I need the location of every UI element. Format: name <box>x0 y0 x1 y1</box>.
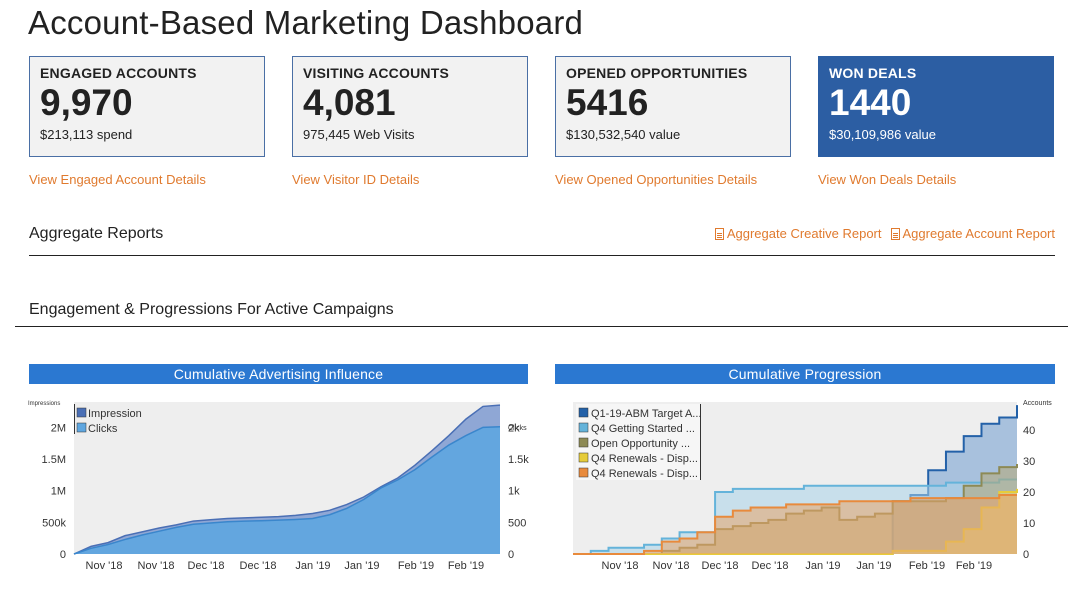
y-right-tick-label: 1.5k <box>508 454 529 466</box>
page-title: Account-Based Marketing Dashboard <box>28 4 584 41</box>
opened-opportunities-label: OPENED OPPORTUNITIES <box>566 65 748 81</box>
legend-swatch <box>76 407 87 418</box>
x-tick-label: Feb '19 <box>398 560 434 572</box>
y-right-tick-label: 20 <box>1023 487 1035 499</box>
progression-chart: Accounts 0 10 20 30 40 Nov '18 Nov '18 Dec '18 De… <box>573 400 1052 572</box>
legend-border <box>74 404 75 434</box>
aggregate-reports-heading: Aggregate Reports <box>29 225 164 242</box>
legend-label: Q4 Renewals - Disp... <box>591 453 698 465</box>
view-opened-opportunities-details-link[interactable]: View Opened Opportunities Details <box>555 172 758 187</box>
legend-label: Open Opportunity ... <box>591 438 690 450</box>
x-tick-label: Feb '19 <box>956 560 992 572</box>
advertising-influence-chart-title: Cumulative Advertising Influence <box>29 364 528 384</box>
y-left-tick-label: 1M <box>51 486 66 498</box>
legend-border <box>700 404 701 480</box>
y-right-tick-label: 500 <box>508 517 526 529</box>
advertising-influence-chart: Impressions Clicks 0 500k 1M 1.5M 2M 0 500 1k 1.5k… <box>28 401 529 572</box>
engaged-accounts-card: ENGAGED ACCOUNTS 9,970 $213,113 spend <box>29 56 265 157</box>
engaged-accounts-sub: $213,113 spend <box>40 127 133 142</box>
impression-line <box>73 404 501 555</box>
x-tick-label: Dec '18 <box>752 560 789 572</box>
document-icon <box>890 227 900 240</box>
x-tick-label: Jan '19 <box>344 560 379 572</box>
x-tick-label: Feb '19 <box>909 560 945 572</box>
legend-label: Q1-19-ABM Target A... <box>591 408 701 420</box>
x-tick-label: Dec '18 <box>240 560 277 572</box>
view-engaged-account-details-link[interactable]: View Engaged Account Details <box>29 172 206 187</box>
legend-swatch <box>578 437 589 448</box>
y-left-tick-label: 2M <box>51 422 66 434</box>
series-line <box>573 478 1017 555</box>
legend-swatch <box>578 467 589 478</box>
legend-label: Clicks <box>88 423 118 435</box>
progression-chart-title: Cumulative Progression <box>555 364 1055 384</box>
series-line <box>573 494 1017 555</box>
legend-label: Q4 Getting Started ... <box>591 423 695 435</box>
y-axis-right-title: Accounts <box>1023 400 1052 407</box>
y-left-tick-label: 1.5M <box>42 454 66 466</box>
clicks-line <box>73 425 501 555</box>
legend-swatch <box>578 452 589 463</box>
y-axis-right-title: Clicks <box>508 425 527 432</box>
legend-label: Impression <box>88 408 142 420</box>
y-right-tick-label: 30 <box>1023 456 1035 468</box>
legend-swatch <box>578 407 589 418</box>
y-right-tick-label: 0 <box>1023 549 1029 561</box>
won-deals-label: WON DEALS <box>829 65 917 81</box>
y-right-tick-label: 1k <box>508 486 520 498</box>
y-axis-left-title: Impressions <box>28 401 60 407</box>
x-tick-label: Jan '19 <box>856 560 891 572</box>
won-deals-value: 1440 <box>829 82 912 123</box>
visiting-accounts-card: VISITING ACCOUNTS 4,081 975,445 Web Visi… <box>292 56 528 157</box>
aggregate-divider <box>29 255 1055 256</box>
y-left-tick-label: 500k <box>42 517 66 529</box>
view-won-deals-details-link[interactable]: View Won Deals Details <box>818 172 957 187</box>
x-tick-label: Feb '19 <box>448 560 484 572</box>
visiting-accounts-sub: 975,445 Web Visits <box>303 127 415 142</box>
y-right-tick-label: 40 <box>1023 425 1035 437</box>
x-tick-label: Nov '18 <box>602 560 639 572</box>
x-tick-label: Nov '18 <box>653 560 690 572</box>
y-right-tick-label: 2k <box>508 422 520 434</box>
clicks-area <box>74 426 500 554</box>
aggregate-account-report-label: Aggregate Account Report <box>902 226 1056 241</box>
legend-label: Q4 Renewals - Disp... <box>591 468 698 480</box>
x-tick-label: Jan '19 <box>805 560 840 572</box>
visiting-accounts-label: VISITING ACCOUNTS <box>303 65 449 81</box>
engaged-accounts-label: ENGAGED ACCOUNTS <box>40 65 197 81</box>
opened-opportunities-card: OPENED OPPORTUNITIES 5416 $130,532,540 v… <box>555 56 791 157</box>
won-deals-card: WON DEALS 1440 $30,109,986 value <box>818 56 1054 157</box>
x-tick-label: Jan '19 <box>295 560 330 572</box>
won-deals-sub: $30,109,986 value <box>829 127 936 142</box>
visiting-accounts-value: 4,081 <box>303 82 396 123</box>
aggregate-creative-report-link[interactable]: Aggregate Creative Report <box>714 226 882 241</box>
engagement-heading: Engagement & Progressions For Active Cam… <box>29 301 394 318</box>
x-tick-label: Nov '18 <box>86 560 123 572</box>
legend-swatch <box>76 422 87 433</box>
opened-opportunities-value: 5416 <box>566 82 649 123</box>
legend-swatch <box>578 422 589 433</box>
view-visitor-id-details-link[interactable]: View Visitor ID Details <box>292 172 420 187</box>
engagement-divider <box>15 326 1068 327</box>
x-tick-label: Nov '18 <box>138 560 175 572</box>
y-right-tick-label: 0 <box>508 549 514 561</box>
opened-opportunities-sub: $130,532,540 value <box>566 127 681 142</box>
aggregate-account-report-link[interactable]: Aggregate Account Report <box>890 226 1056 241</box>
aggregate-creative-report-label: Aggregate Creative Report <box>726 226 882 241</box>
legend-box <box>576 404 701 480</box>
aggregate-report-links: Aggregate Creative Report Aggregate Acco… <box>714 226 1056 241</box>
document-icon <box>714 227 724 240</box>
engaged-accounts-value: 9,970 <box>40 82 133 123</box>
y-left-tick-label: 0 <box>60 549 66 561</box>
y-right-tick-label: 10 <box>1023 518 1035 530</box>
x-tick-label: Dec '18 <box>188 560 225 572</box>
x-tick-label: Dec '18 <box>702 560 739 572</box>
